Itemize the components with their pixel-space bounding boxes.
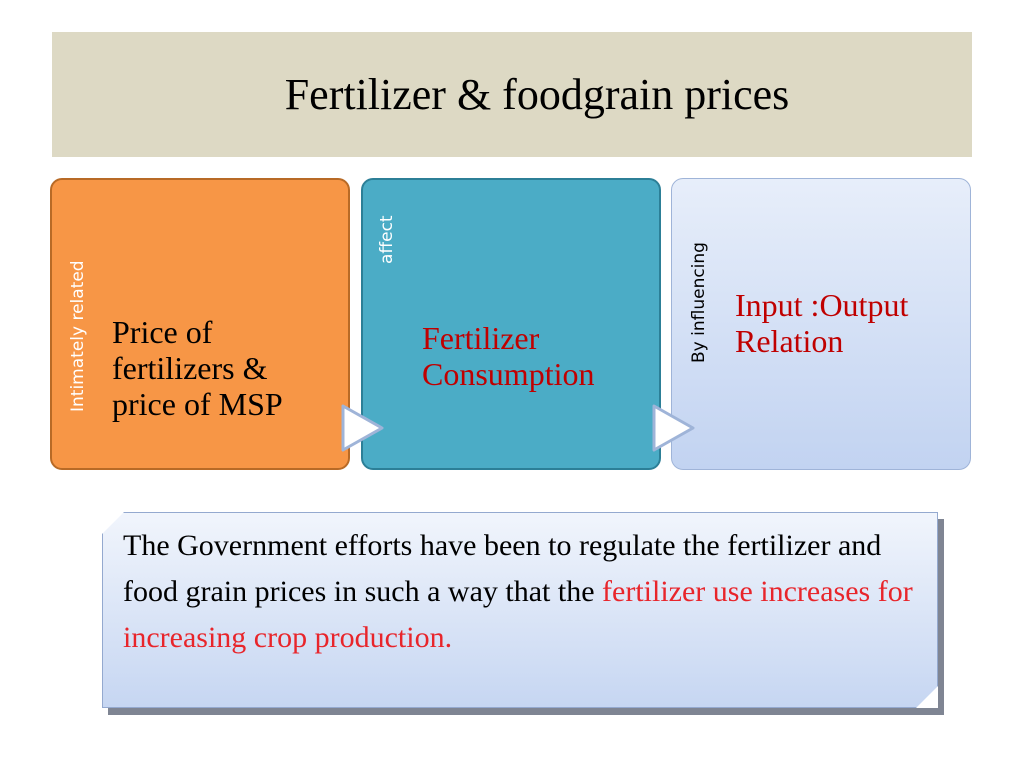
step-side-label-by-influencing: By influencing — [689, 242, 709, 363]
slide-title: Fertilizer & foodgrain prices — [284, 70, 790, 119]
title-banner: Fertilizer & foodgrain prices — [52, 32, 972, 157]
connector-arrow-icon — [652, 404, 695, 452]
connector-arrow-icon — [341, 404, 384, 452]
step-box-consumption: affect Fertilizer Consumption — [361, 178, 661, 470]
summary-text: The Government efforts have been to regu… — [123, 523, 933, 661]
step-side-label-intimately-related: Intimately related — [68, 260, 88, 412]
step-text-consumption: Fertilizer Consumption — [422, 320, 595, 392]
step-text-relation: Input :Output Relation — [735, 287, 909, 359]
summary-callout: The Government efforts have been to regu… — [102, 512, 938, 708]
step-text-price: Price of fertilizers & price of MSP — [112, 314, 283, 422]
summary-text-main: The Government efforts have been to regu… — [123, 529, 882, 608]
step-side-label-affect: affect — [377, 215, 397, 264]
step-box-price: Intimately related Price of fertilizers … — [50, 178, 350, 470]
step-box-relation: By influencing Input :Output Relation — [671, 178, 971, 470]
summary-text-highlight: fertilizer use increases for increasing … — [123, 575, 913, 654]
